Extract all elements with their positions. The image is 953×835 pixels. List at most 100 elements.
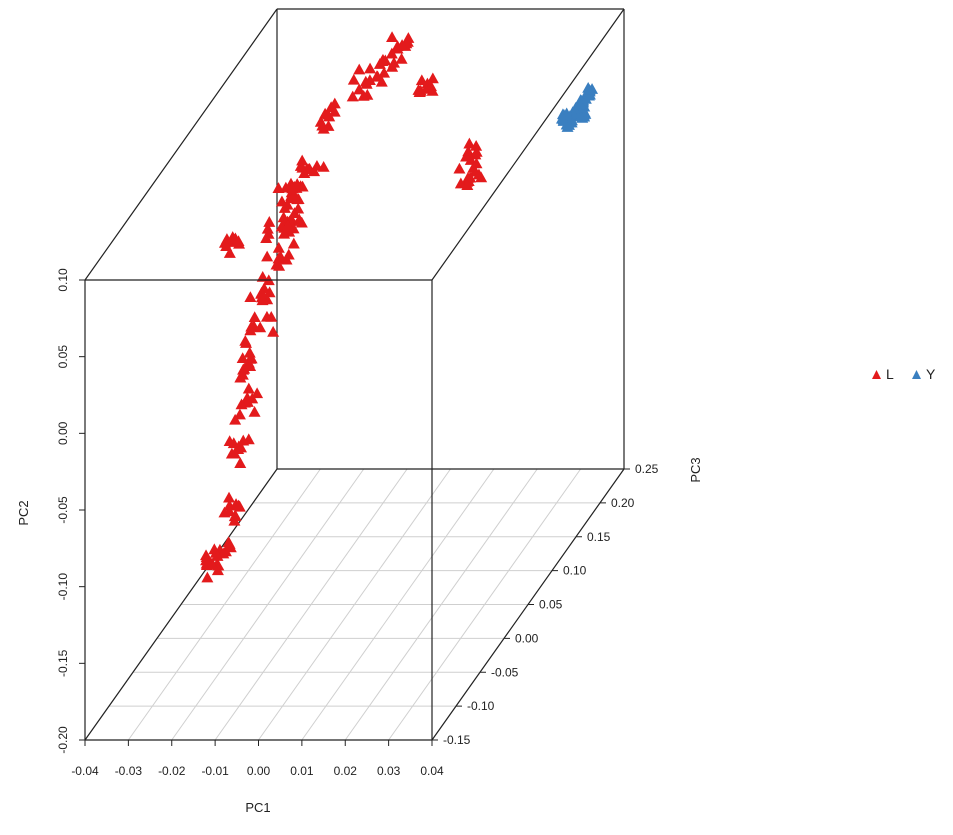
legend-marker-l: [872, 370, 881, 379]
point-l: [415, 74, 428, 86]
point-l: [272, 241, 285, 253]
point-l: [347, 73, 360, 85]
ticks-layer: -0.04 -0.03 -0.02 -0.01 0.00 0.01 0.02 0.03 0.04…: [56, 268, 659, 778]
point-l: [461, 179, 474, 190]
point-l: [205, 558, 218, 569]
point-l: [201, 571, 214, 583]
z-tick-label: -0.10: [467, 699, 495, 713]
point-l: [237, 434, 250, 446]
point-l: [243, 346, 256, 358]
x-tick-label: 0.02: [334, 764, 358, 778]
point-y: [555, 112, 568, 124]
point-l: [281, 219, 294, 231]
point-l: [242, 382, 255, 394]
z-tick-label: 0.10: [563, 564, 587, 578]
point-l: [387, 56, 400, 68]
point-l: [218, 236, 231, 248]
depth-edge-top-right: [431, 8, 625, 281]
z-tick-label: -0.05: [491, 665, 519, 679]
y-tick-label: 0.00: [56, 421, 70, 445]
point-l: [248, 405, 261, 417]
point-l: [402, 32, 415, 43]
point-l: [364, 62, 377, 74]
point-l: [412, 84, 425, 95]
point-l: [360, 77, 373, 89]
depth-edge-top-left: [84, 8, 278, 281]
legend-marker-y: [912, 370, 921, 379]
x-tick-label: -0.04: [71, 764, 99, 778]
point-l: [234, 371, 247, 383]
point-l: [346, 90, 359, 102]
point-l: [248, 311, 261, 322]
point-l: [263, 216, 276, 227]
legend-label-y: Y: [926, 366, 936, 382]
point-l: [222, 536, 235, 548]
point-l: [463, 137, 476, 149]
point-l: [385, 47, 398, 59]
point-l: [322, 108, 335, 120]
point-l: [274, 250, 287, 262]
point-l: [223, 435, 236, 446]
z-tick-label: 0.25: [635, 462, 659, 476]
x-tick-label: -0.03: [115, 764, 143, 778]
point-l: [298, 167, 311, 178]
point-l: [281, 198, 294, 210]
point-l: [232, 499, 245, 511]
point-l: [470, 157, 483, 169]
z-axis-title: PC3: [688, 457, 703, 482]
point-l: [235, 398, 248, 410]
point-l: [260, 310, 273, 322]
legend: L Y: [872, 366, 936, 382]
point-l: [223, 505, 236, 517]
point-l: [233, 408, 246, 420]
y-tick-label: -0.15: [56, 649, 70, 677]
point-l: [288, 189, 301, 200]
point-l: [232, 443, 245, 455]
point-l: [288, 207, 301, 218]
point-l: [261, 222, 274, 234]
point-l: [353, 63, 366, 75]
x-axis-title: PC1: [245, 800, 270, 815]
point-l: [244, 291, 257, 303]
x-tick-label: 0.04: [420, 764, 444, 778]
point-l: [255, 286, 268, 298]
point-l: [378, 66, 391, 78]
z-tick-label: 0.05: [539, 598, 563, 612]
point-l: [357, 89, 370, 101]
point-l: [232, 235, 245, 247]
point-l: [296, 154, 309, 166]
point-l: [260, 232, 273, 243]
point-l: [453, 162, 466, 174]
point-l: [295, 216, 308, 228]
back-frame: [84, 8, 625, 741]
point-l: [391, 42, 404, 54]
point-l: [287, 237, 300, 249]
point-l: [241, 391, 254, 403]
point-l: [317, 160, 330, 172]
point-l: [328, 97, 341, 109]
point-l: [286, 182, 299, 194]
z-tick-label: 0.00: [515, 631, 539, 645]
y-tick-label: 0.10: [56, 268, 70, 292]
point-l: [425, 80, 438, 92]
point-l: [277, 211, 290, 223]
z-tick-label: 0.20: [611, 496, 635, 510]
point-l: [469, 148, 482, 160]
y-tick-label: -0.05: [56, 496, 70, 524]
point-l: [376, 53, 389, 65]
legend-label-l: L: [886, 366, 894, 382]
point-l: [460, 150, 473, 162]
y-tick-label: 0.05: [56, 345, 70, 369]
x-tick-label: -0.02: [158, 764, 186, 778]
y-tick-label: -0.10: [56, 573, 70, 601]
x-tick-label: -0.01: [201, 764, 229, 778]
point-l: [263, 286, 276, 298]
points-layer: [200, 31, 599, 583]
point-y: [574, 110, 587, 122]
point-l: [225, 447, 238, 459]
x-tick-label: 0.00: [247, 764, 271, 778]
point-l: [317, 122, 330, 134]
point-l: [426, 72, 439, 84]
